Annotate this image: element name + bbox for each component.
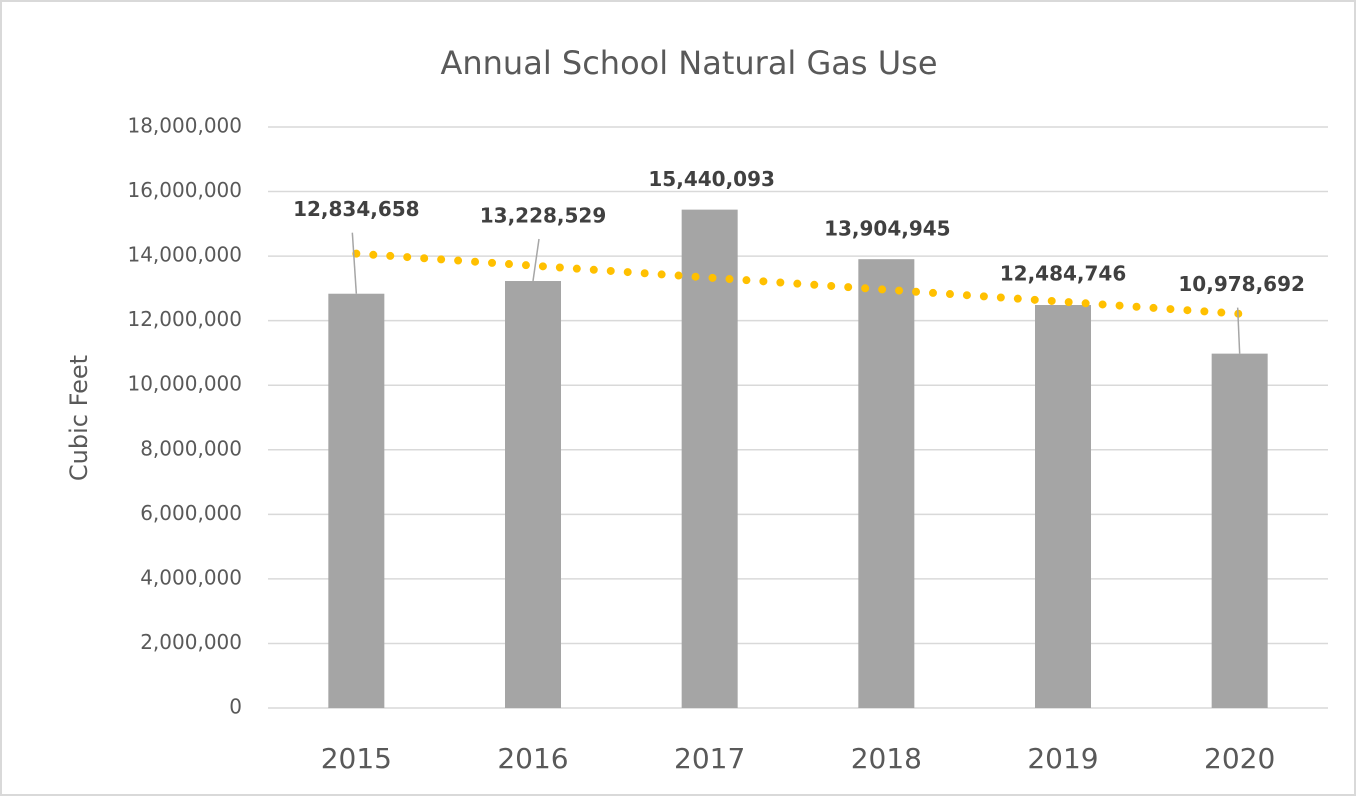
x-tick-label: 2016	[497, 742, 568, 775]
y-tick-label: 18,000,000	[127, 114, 242, 138]
trendline	[352, 249, 1244, 318]
y-tick-label: 4,000,000	[140, 565, 242, 589]
bar	[681, 209, 738, 708]
y-axis-label: Cubic Feet	[65, 355, 93, 481]
data-label: 10,978,692	[1178, 272, 1305, 296]
x-tick-label: 2017	[674, 742, 745, 775]
y-tick-label: 6,000,000	[140, 501, 242, 525]
x-tick-label: 2018	[851, 742, 922, 775]
leader-line	[351, 232, 358, 294]
data-label: 13,904,945	[824, 217, 951, 241]
data-label: 13,228,529	[480, 204, 607, 228]
data-label: 12,484,746	[1000, 262, 1127, 286]
y-tick-label: 10,000,000	[127, 372, 242, 396]
leader-line	[532, 238, 540, 282]
x-tick-label: 2020	[1204, 742, 1275, 775]
bar	[505, 281, 561, 708]
y-tick-label: 8,000,000	[140, 436, 242, 460]
y-tick-label: 16,000,000	[127, 178, 242, 202]
data-label: 15,440,093	[648, 167, 775, 191]
y-tick-label: 14,000,000	[127, 243, 242, 267]
x-tick-label: 2015	[321, 742, 392, 775]
leader-line	[1236, 307, 1241, 354]
x-tick-label: 2019	[1027, 742, 1098, 775]
y-tick-label: 0	[229, 695, 242, 719]
bar	[858, 259, 915, 708]
y-tick-label: 12,000,000	[127, 307, 242, 331]
bar	[1035, 305, 1091, 708]
bar	[1211, 353, 1268, 708]
bar	[328, 293, 385, 708]
chart-title: Annual School Natural Gas Use	[440, 44, 937, 82]
y-tick-label: 2,000,000	[140, 630, 242, 654]
data-label: 12,834,658	[293, 197, 420, 221]
